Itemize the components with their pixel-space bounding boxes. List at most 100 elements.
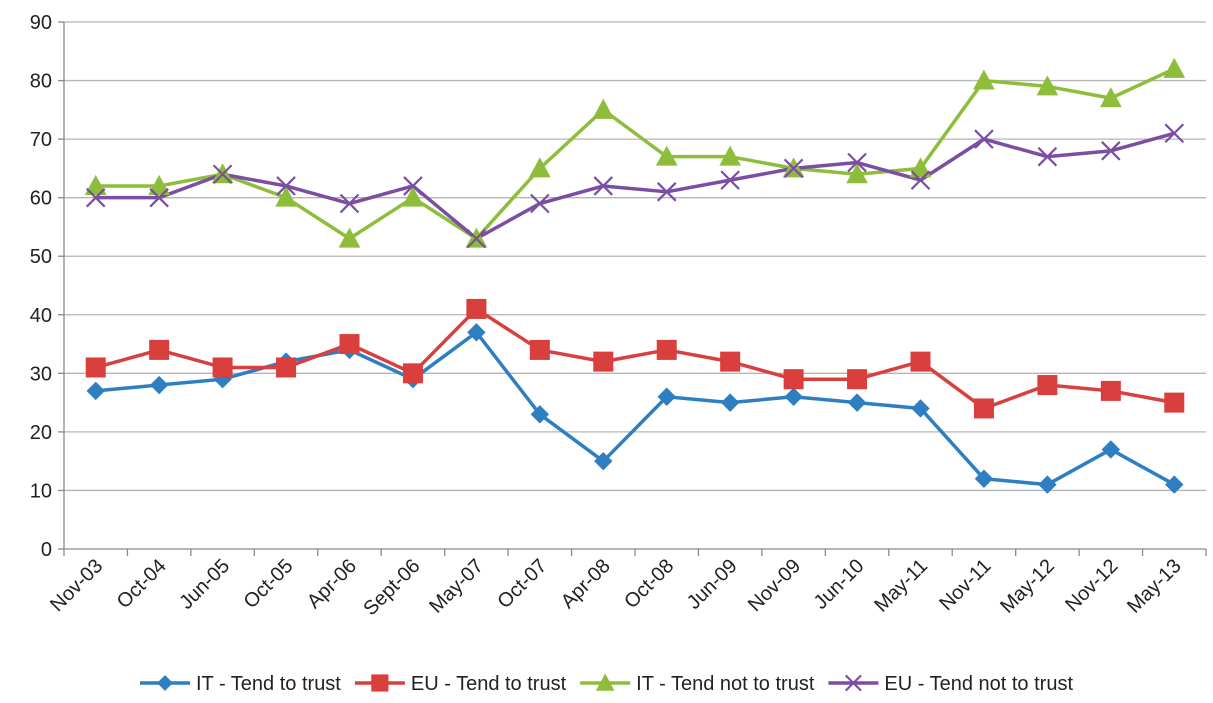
data-point (212, 357, 233, 378)
data-point (149, 339, 170, 360)
data-point (594, 451, 613, 471)
data-point (466, 228, 487, 249)
data-point (847, 369, 868, 390)
legend-swatch-marker (595, 673, 615, 691)
data-point (530, 193, 550, 214)
data-point (1164, 123, 1185, 144)
data-point (909, 157, 932, 178)
data-point (720, 170, 740, 190)
data-point (720, 393, 740, 412)
data-point (528, 157, 551, 178)
data-point (593, 176, 614, 196)
legend-swatch-marker (157, 675, 173, 691)
x-tick-label: Sept-06 (359, 555, 424, 620)
y-tick-label: 60 (30, 188, 52, 210)
x-tick-label: May-13 (1123, 555, 1186, 618)
series-line-3 (95, 131, 1175, 241)
data-point (530, 405, 550, 424)
legend-item: IT - Tend not to trust (580, 673, 815, 695)
data-point (1101, 440, 1121, 459)
x-tick-label: Jun-05 (175, 555, 234, 614)
x-tick-label: May-07 (425, 555, 488, 618)
data-point (783, 158, 804, 179)
data-point (1165, 475, 1184, 494)
legend-item: EU - Tend not to trust (828, 673, 1073, 695)
data-point (276, 357, 297, 378)
legend-label: IT - Tend not to trust (636, 673, 815, 695)
series-markers (84, 57, 1186, 494)
data-point (847, 393, 867, 412)
data-point (339, 334, 360, 355)
x-tick-label: Nov-09 (744, 555, 805, 616)
data-point (911, 399, 930, 418)
data-point (655, 145, 678, 166)
data-point (973, 69, 995, 90)
data-point (657, 387, 676, 406)
data-point (339, 193, 360, 214)
data-point (1164, 392, 1185, 413)
x-tick-label: Oct-05 (240, 555, 298, 613)
legend-item: EU - Tend to trust (354, 673, 567, 695)
x-tick-label: Nov-03 (46, 555, 107, 616)
y-tick-label: 50 (30, 246, 52, 268)
y-tick-label: 0 (41, 539, 52, 561)
series-line-0 (95, 330, 1176, 487)
data-point (1037, 375, 1058, 396)
data-point (1036, 75, 1059, 96)
series-lines (95, 67, 1176, 487)
data-point (1101, 141, 1121, 161)
data-point (847, 152, 867, 173)
data-point (719, 145, 742, 166)
data-point (974, 129, 994, 149)
x-tick-label: Oct-08 (620, 555, 678, 613)
data-point (403, 176, 423, 196)
data-point (85, 187, 106, 208)
series-line-2 (95, 67, 1176, 241)
data-point (402, 186, 424, 207)
x-tick-label: Nov-12 (1061, 555, 1122, 616)
data-point (86, 381, 105, 401)
data-point (973, 398, 994, 419)
data-point (467, 323, 486, 342)
legend: IT - Tend to trust EU - Tend to trust IT -… (139, 673, 1073, 695)
data-point (720, 351, 741, 372)
x-tick-label: May-12 (996, 555, 1059, 618)
legend-label: EU - Tend to trust (411, 673, 567, 695)
data-point (1038, 475, 1057, 494)
data-point (148, 174, 171, 195)
x-tick-label: Nov-11 (935, 555, 995, 615)
data-point (338, 227, 361, 248)
data-point (593, 351, 614, 372)
y-tick-label: 80 (30, 71, 52, 93)
x-tick-label: May-11 (870, 555, 932, 617)
y-tick-label: 40 (30, 305, 52, 327)
data-point (212, 164, 233, 185)
gridlines (64, 21, 1206, 492)
data-point (846, 163, 868, 184)
y-tick-label: 20 (30, 422, 52, 444)
data-point (466, 298, 487, 319)
data-point (656, 182, 677, 202)
data-point (910, 170, 931, 190)
legend-label: IT - Tend to trust (196, 673, 341, 695)
data-point (1037, 146, 1058, 167)
data-point (910, 351, 931, 372)
data-point (149, 375, 169, 395)
y-tick-label: 30 (30, 363, 52, 385)
y-tick-label: 70 (30, 129, 52, 151)
x-tick-label: Oct-07 (493, 555, 551, 613)
y-tick-label: 90 (30, 12, 52, 34)
x-tick-label: Jun-09 (683, 555, 742, 614)
data-point (656, 339, 677, 360)
data-point (402, 363, 423, 384)
data-point (276, 176, 296, 196)
x-tick-label: Apr-06 (303, 555, 361, 613)
data-point (149, 187, 169, 208)
legend-swatch-marker (844, 674, 862, 692)
data-point (1163, 57, 1186, 78)
data-point (275, 186, 297, 207)
series-line-1 (95, 307, 1175, 411)
